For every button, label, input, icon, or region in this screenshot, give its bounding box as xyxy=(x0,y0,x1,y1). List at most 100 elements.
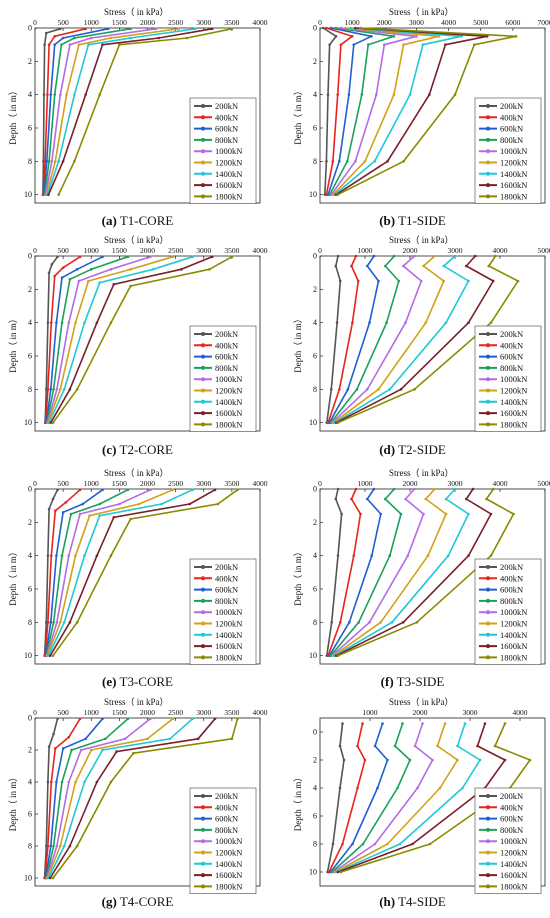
data-point xyxy=(431,759,434,762)
data-point xyxy=(149,489,152,492)
legend-label: 1400kN xyxy=(215,859,242,869)
legend-label: 400kN xyxy=(500,112,523,122)
data-point xyxy=(381,722,384,725)
data-point xyxy=(46,160,49,163)
legend-label: 1000kN xyxy=(500,374,527,384)
data-point xyxy=(393,35,396,38)
data-point xyxy=(473,43,476,46)
data-point xyxy=(88,514,91,517)
series-line-200kN xyxy=(328,724,345,872)
legend-marker xyxy=(486,794,490,798)
data-point xyxy=(341,843,344,846)
data-point xyxy=(231,28,234,31)
legend-label: 1800kN xyxy=(500,191,527,201)
data-point xyxy=(157,37,160,40)
data-point xyxy=(484,722,487,725)
data-point xyxy=(54,747,57,750)
series-line-800kN xyxy=(46,490,128,656)
legend-label: 400kN xyxy=(215,802,238,812)
data-point xyxy=(47,321,50,324)
data-point xyxy=(90,268,93,271)
legend-label: 400kN xyxy=(215,340,238,350)
data-point xyxy=(47,193,50,196)
y-tick-label: 0 xyxy=(28,485,32,494)
data-point xyxy=(445,513,448,516)
data-point xyxy=(55,321,58,324)
data-point xyxy=(373,255,376,258)
x-axis-label: Stress（ in kPa） xyxy=(104,235,169,245)
legend-label: 200kN xyxy=(215,562,238,572)
data-point xyxy=(366,498,369,501)
data-point xyxy=(214,489,217,492)
caption-text: T2-CORE xyxy=(120,442,173,457)
legend-marker xyxy=(486,183,490,187)
legend-label: 1200kN xyxy=(215,848,242,858)
data-point xyxy=(79,718,82,721)
data-point xyxy=(186,37,189,40)
data-point xyxy=(70,749,73,752)
data-point xyxy=(347,388,350,391)
legend-marker xyxy=(486,343,490,347)
data-point xyxy=(415,621,418,624)
y-axis-label: Depth（ in m） xyxy=(293,547,303,606)
data-point xyxy=(87,43,90,46)
caption-letter: (g) xyxy=(102,894,117,909)
data-point xyxy=(445,498,448,501)
legend-marker xyxy=(201,366,205,370)
data-point xyxy=(61,554,64,557)
x-tick-label: 4000 xyxy=(441,18,456,27)
data-point xyxy=(124,738,127,741)
legend-marker xyxy=(201,828,205,832)
series-line-1200kN xyxy=(46,29,178,195)
x-tick-label: 2000 xyxy=(140,18,155,27)
legend-label: 200kN xyxy=(215,101,238,111)
data-point xyxy=(474,255,477,258)
y-axis-label: Depth（ in m） xyxy=(293,773,303,832)
x-tick-label: 2000 xyxy=(413,708,428,717)
data-point xyxy=(355,255,358,258)
data-point xyxy=(402,160,405,163)
data-point xyxy=(355,488,358,491)
data-point xyxy=(53,35,56,38)
legend-label: 1800kN xyxy=(500,419,527,429)
legend-marker xyxy=(486,411,490,415)
data-point xyxy=(375,93,378,96)
data-point xyxy=(90,749,93,752)
data-point xyxy=(336,93,339,96)
data-point xyxy=(360,93,363,96)
data-point xyxy=(422,43,425,46)
data-point xyxy=(194,28,197,31)
data-point xyxy=(172,718,175,721)
legend-label: 1800kN xyxy=(215,881,242,891)
data-point xyxy=(45,32,48,35)
data-point xyxy=(50,554,53,557)
data-point xyxy=(48,746,51,749)
legend: 200kN400kN600kN800kN1000kN1200kN1400kN16… xyxy=(190,788,256,894)
legend-label: 1000kN xyxy=(215,607,242,617)
legend-label: 1800kN xyxy=(500,881,527,891)
legend-label: 800kN xyxy=(500,596,523,606)
legend-label: 1200kN xyxy=(500,386,527,396)
data-point xyxy=(364,759,367,762)
series-line-800kN xyxy=(46,719,128,878)
data-point xyxy=(422,513,425,516)
x-tick-label: 1500 xyxy=(112,246,127,255)
data-point xyxy=(129,28,132,31)
data-point xyxy=(52,421,55,424)
data-point xyxy=(421,722,424,725)
x-axis-label: Stress（ in kPa） xyxy=(389,697,454,707)
data-point xyxy=(62,747,65,750)
y-tick-label: 4 xyxy=(28,551,32,560)
legend-label: 800kN xyxy=(215,596,238,606)
data-point xyxy=(349,27,352,30)
legend-marker xyxy=(486,828,490,832)
data-point xyxy=(396,787,399,790)
data-point xyxy=(62,37,65,40)
x-tick-label: 1000 xyxy=(84,479,99,488)
data-point xyxy=(65,501,68,504)
x-axis-label: Stress（ in kPa） xyxy=(389,235,454,245)
data-point xyxy=(427,554,430,557)
data-point xyxy=(52,845,55,848)
data-point xyxy=(364,160,367,163)
